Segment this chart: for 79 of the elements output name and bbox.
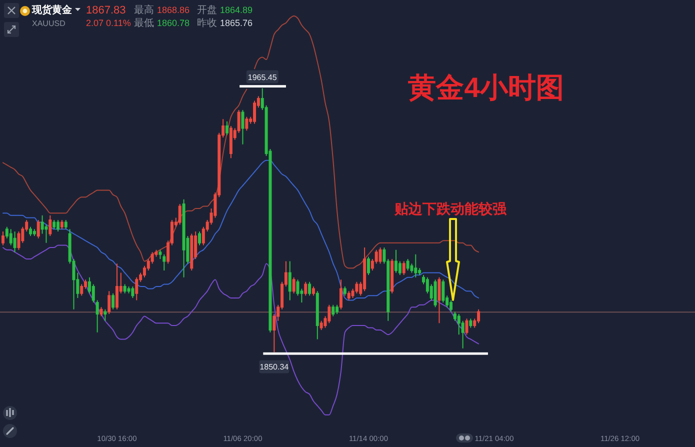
candlestick: [394, 249, 398, 274]
candlestick: [96, 300, 99, 333]
chart-title: 黄金4小时图: [407, 72, 564, 103]
candlestick: [115, 263, 118, 310]
candlestick: [434, 279, 437, 308]
candlestick: [414, 254, 418, 278]
candlestick: [100, 306, 103, 317]
candlestick: [316, 290, 319, 340]
candlestick: [336, 304, 339, 315]
candlestick: [469, 318, 472, 328]
candlestick: [13, 230, 16, 253]
candlestick: [135, 276, 138, 301]
text: 0.11%: [106, 18, 131, 28]
candlestick: [390, 258, 394, 294]
text: 1865.76: [220, 18, 253, 28]
candlestick: [355, 281, 358, 294]
candlestick: [241, 109, 244, 145]
candlestick: [308, 281, 312, 296]
candlestick: [108, 290, 111, 315]
candlestick: [198, 230, 201, 246]
annotation: 1965.45: [248, 72, 278, 82]
candlestick: [112, 292, 115, 310]
candlestick: [465, 318, 468, 336]
candlestick: [2, 230, 4, 246]
candlestick: [60, 220, 64, 230]
candlestick: [304, 281, 308, 296]
candlestick: [442, 279, 445, 304]
text: 1868.86: [157, 5, 190, 15]
candlestick: [450, 300, 453, 312]
text: 2.07: [86, 18, 104, 28]
candlestick: [438, 276, 441, 324]
candlestick: [229, 126, 232, 159]
candlestick: [48, 214, 52, 237]
candlestick: [17, 230, 20, 250]
text: 现货黄金: [31, 4, 73, 16]
candlestick: [347, 290, 350, 301]
candlestick: [80, 284, 84, 296]
candlestick: [328, 304, 331, 324]
candlestick: [104, 308, 107, 322]
text: 开盘: [197, 4, 217, 16]
candlestick: [162, 254, 166, 271]
annotation: 贴边下跌动能较强: [394, 200, 508, 216]
candlestick: [406, 258, 410, 271]
text: 昨收: [197, 17, 217, 29]
candlestick: [226, 120, 229, 136]
candlestick: [292, 276, 296, 294]
candlestick: [253, 100, 256, 124]
text: 最高: [134, 4, 154, 16]
candlestick: [245, 116, 248, 132]
candlestick: [36, 220, 40, 239]
text: 1860.78: [157, 18, 190, 28]
candlestick: [320, 320, 323, 331]
text: 1864.89: [220, 5, 253, 15]
candlestick: [52, 220, 56, 230]
candlestick: [343, 286, 346, 296]
candlestick: [332, 304, 335, 317]
candlestick: [190, 233, 194, 271]
candlestick: [312, 286, 315, 296]
candlestick: [56, 220, 60, 232]
text: XAUUSD: [32, 19, 66, 28]
candlestick: [158, 249, 162, 260]
candlestick: [363, 247, 366, 292]
text: 1867.83: [86, 4, 126, 16]
candlestick: [127, 286, 130, 294]
text: 最低: [134, 18, 154, 29]
candlestick: [131, 286, 134, 298]
candlestick: [29, 226, 32, 237]
annotation: 1850.34: [260, 362, 290, 372]
candlestick: [178, 203, 182, 226]
candlestick: [64, 220, 68, 230]
candlestick: [182, 198, 186, 278]
candlestick: [378, 247, 382, 264]
candlestick: [366, 256, 370, 276]
candlestick: [32, 228, 36, 237]
candlestick: [402, 260, 406, 276]
candlestick: [339, 279, 342, 310]
candlestick: [477, 308, 480, 324]
candlestick: [123, 284, 126, 294]
candlestick: [288, 260, 292, 301]
